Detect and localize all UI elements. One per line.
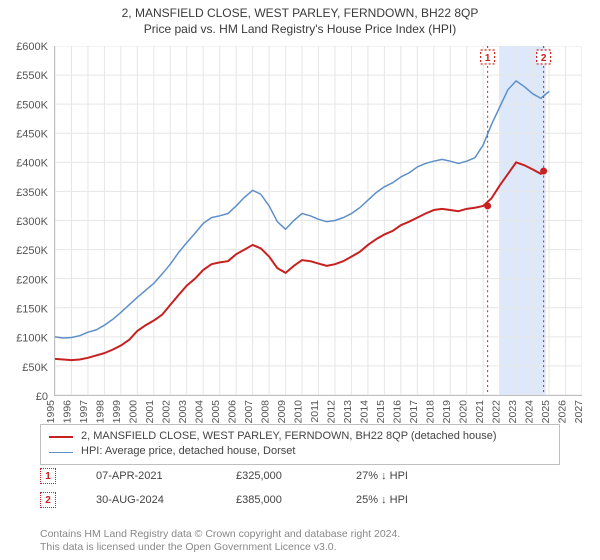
svg-text:2018: 2018 [425, 400, 437, 424]
svg-text:2025: 2025 [540, 400, 552, 424]
svg-text:1: 1 [485, 53, 491, 64]
svg-text:2010: 2010 [293, 400, 305, 424]
svg-text:2009: 2009 [276, 400, 288, 424]
svg-text:2024: 2024 [524, 400, 536, 424]
legend-swatch-hpi [49, 452, 73, 453]
svg-text:2003: 2003 [177, 400, 189, 424]
marker-badge-2: 2 [40, 492, 56, 508]
svg-text:2005: 2005 [210, 400, 222, 424]
footer-attribution: Contains HM Land Registry data © Crown c… [40, 528, 560, 554]
svg-text:£400K: £400K [16, 158, 48, 170]
marker-2-diff: 25% ↓ HPI [356, 494, 408, 506]
y-axis-labels: £0£50K£100K£150K£200K£250K£300K£350K£400… [0, 46, 52, 396]
legend-item-price-paid: 2, MANSFIELD CLOSE, WEST PARLEY, FERNDOW… [49, 429, 551, 444]
svg-text:2027: 2027 [573, 400, 585, 424]
svg-text:£200K: £200K [16, 274, 48, 286]
svg-text:£150K: £150K [16, 304, 48, 316]
svg-text:2000: 2000 [128, 400, 140, 424]
svg-text:2014: 2014 [359, 400, 371, 424]
svg-text:2007: 2007 [243, 400, 255, 424]
chart-title-address: 2, MANSFIELD CLOSE, WEST PARLEY, FERNDOW… [0, 6, 600, 20]
svg-text:2023: 2023 [507, 400, 519, 424]
svg-text:2022: 2022 [491, 400, 503, 424]
figure: 2, MANSFIELD CLOSE, WEST PARLEY, FERNDOW… [0, 0, 600, 560]
marker-1-date: 07-APR-2021 [96, 470, 196, 482]
svg-text:2020: 2020 [458, 400, 470, 424]
svg-text:1995: 1995 [45, 400, 57, 424]
legend: 2, MANSFIELD CLOSE, WEST PARLEY, FERNDOW… [40, 424, 560, 465]
marker-2-price: £385,000 [236, 494, 316, 506]
svg-text:1999: 1999 [111, 400, 123, 424]
svg-text:£300K: £300K [16, 216, 48, 228]
svg-text:2016: 2016 [392, 400, 404, 424]
legend-label-hpi: HPI: Average price, detached house, Dors… [81, 444, 295, 459]
marker-1-price: £325,000 [236, 470, 316, 482]
svg-text:2019: 2019 [441, 400, 453, 424]
svg-text:2021: 2021 [474, 400, 486, 424]
svg-text:£350K: £350K [16, 187, 48, 199]
svg-text:2008: 2008 [260, 400, 272, 424]
svg-text:£250K: £250K [16, 245, 48, 257]
svg-text:£50K: £50K [22, 362, 48, 374]
marker-1-diff: 27% ↓ HPI [356, 470, 408, 482]
svg-text:2015: 2015 [375, 400, 387, 424]
svg-text:2026: 2026 [557, 400, 569, 424]
svg-text:£600K: £600K [16, 41, 48, 53]
svg-text:1998: 1998 [95, 400, 107, 424]
marker-badge-1: 1 [40, 468, 56, 484]
svg-text:£100K: £100K [16, 333, 48, 345]
svg-text:1996: 1996 [62, 400, 74, 424]
svg-text:2006: 2006 [227, 400, 239, 424]
svg-text:2002: 2002 [161, 400, 173, 424]
svg-text:2001: 2001 [144, 400, 156, 424]
footer-line-2: This data is licensed under the Open Gov… [40, 541, 560, 554]
x-axis-labels: 1995199619971998199920002001200220032004… [54, 396, 582, 422]
legend-swatch-price-paid [49, 436, 73, 438]
marker-2-date: 30-AUG-2024 [96, 494, 196, 506]
svg-text:2: 2 [541, 53, 547, 64]
svg-text:£550K: £550K [16, 70, 48, 82]
svg-text:£450K: £450K [16, 129, 48, 141]
marker-row-2: 2 30-AUG-2024 £385,000 25% ↓ HPI [40, 492, 560, 508]
svg-text:2017: 2017 [408, 400, 420, 424]
svg-text:2012: 2012 [326, 400, 338, 424]
legend-item-hpi: HPI: Average price, detached house, Dors… [49, 444, 551, 459]
marker-row-1: 1 07-APR-2021 £325,000 27% ↓ HPI [40, 468, 560, 484]
svg-text:2011: 2011 [309, 400, 321, 423]
svg-text:2013: 2013 [342, 400, 354, 424]
footer-line-1: Contains HM Land Registry data © Crown c… [40, 528, 560, 541]
legend-label-price-paid: 2, MANSFIELD CLOSE, WEST PARLEY, FERNDOW… [81, 429, 497, 444]
chart-subtitle: Price paid vs. HM Land Registry's House … [0, 22, 600, 36]
svg-text:2004: 2004 [194, 400, 206, 424]
chart-titles: 2, MANSFIELD CLOSE, WEST PARLEY, FERNDOW… [0, 0, 600, 36]
svg-text:1997: 1997 [78, 400, 90, 424]
chart-plot: 12 [54, 46, 582, 396]
svg-text:£500K: £500K [16, 99, 48, 111]
